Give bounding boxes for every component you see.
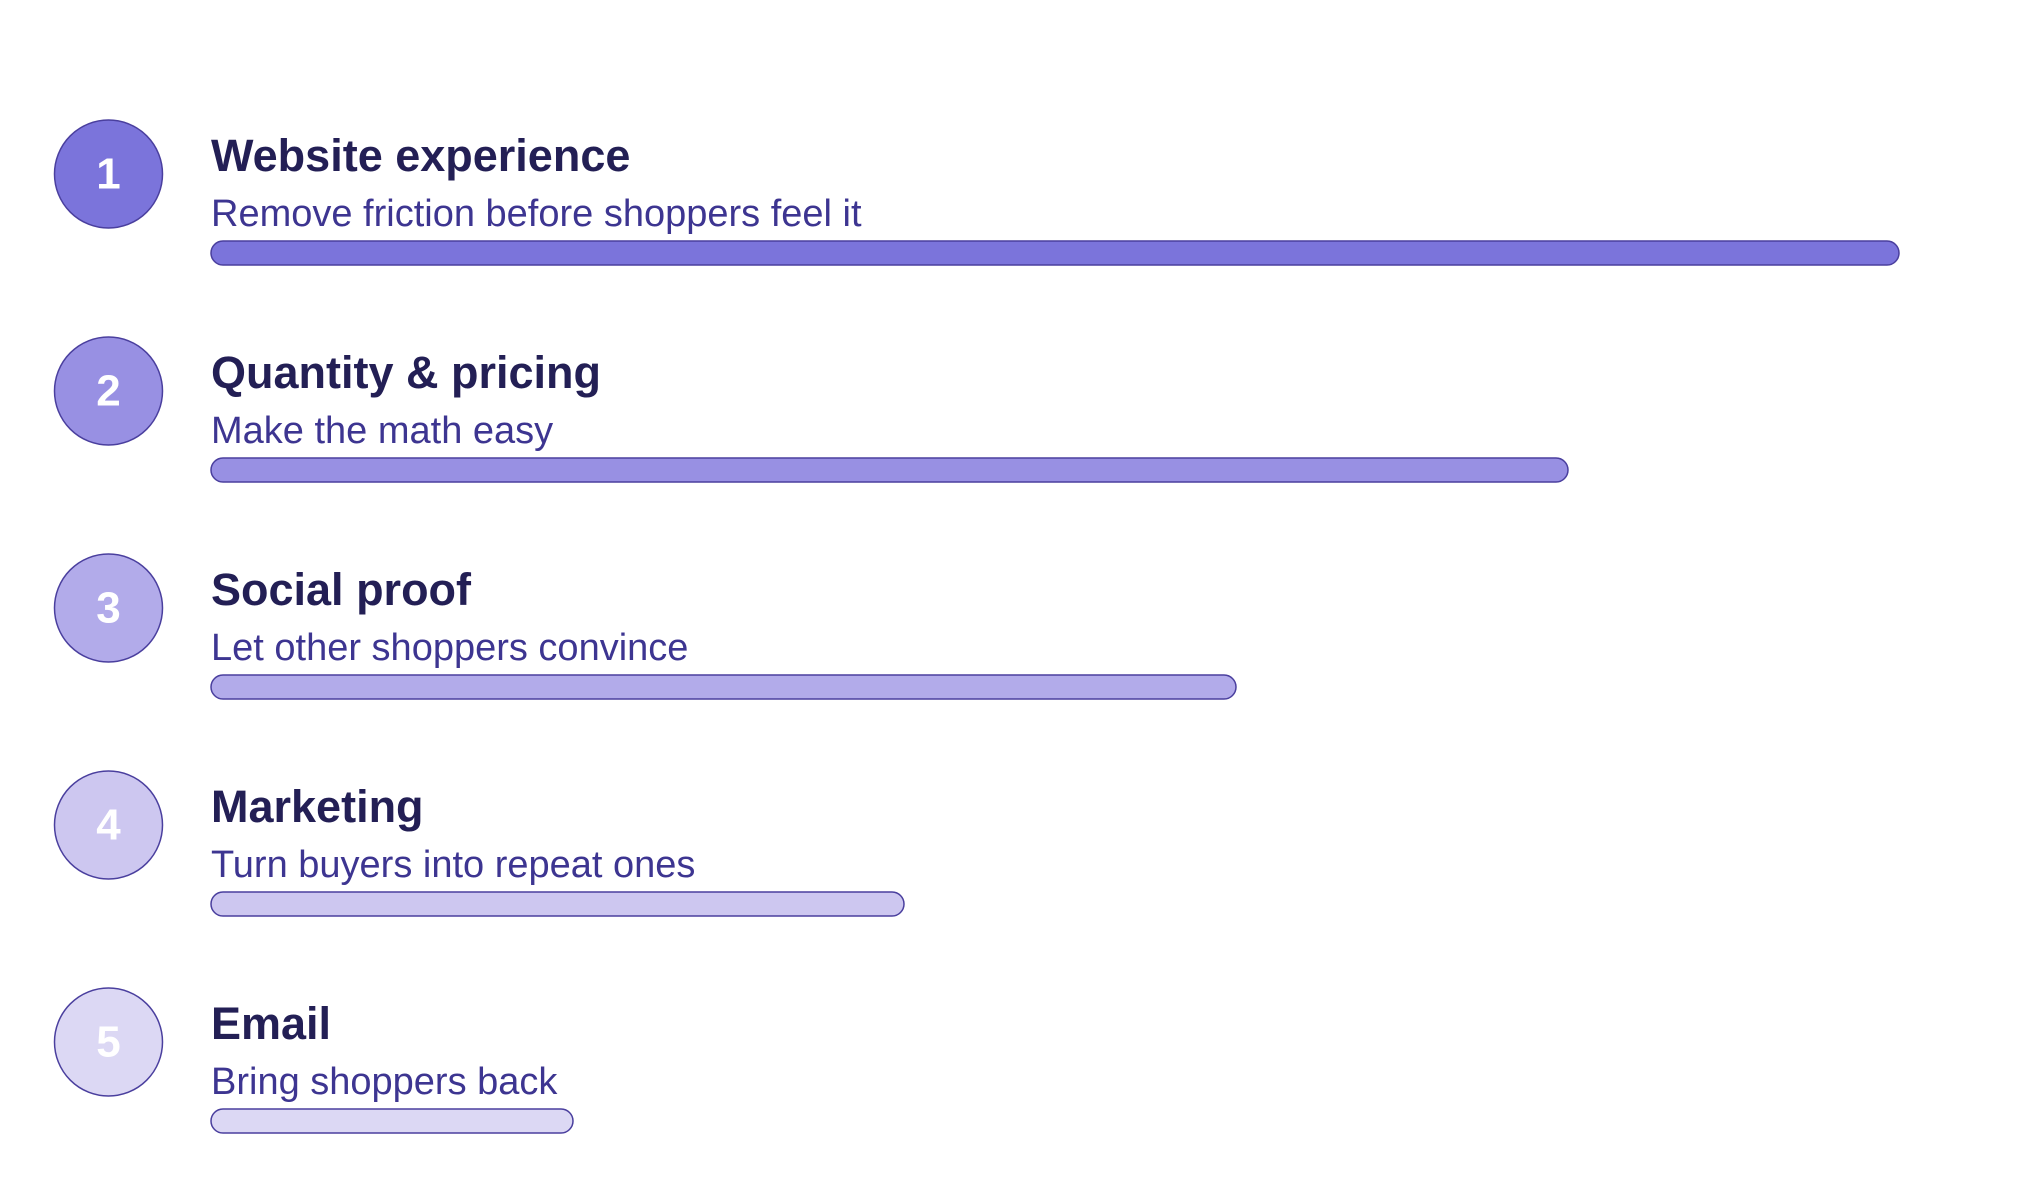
rank-badge — [53, 336, 164, 446]
rank-badge — [53, 987, 164, 1097]
rank-number: 4 — [96, 801, 121, 850]
list-item: 4 Marketing Turn buyers into repeat ones — [53, 770, 905, 917]
list-item: 5 Email Bring shoppers back — [53, 987, 574, 1134]
rank-badge — [53, 553, 164, 663]
priority-bar — [210, 1108, 574, 1134]
rank-badge — [53, 770, 164, 880]
rank-number: 1 — [96, 150, 120, 199]
rank-number: 3 — [96, 584, 120, 633]
rank-number: 2 — [96, 367, 120, 416]
item-title: Email — [211, 998, 331, 1049]
item-subtitle: Bring shoppers back — [211, 1061, 558, 1103]
priority-bar — [210, 240, 1900, 266]
rank-badge — [53, 119, 164, 229]
item-title: Website experience — [211, 130, 630, 181]
item-subtitle: Turn buyers into repeat ones — [211, 844, 695, 886]
item-subtitle: Let other shoppers convince — [211, 627, 688, 669]
list-item: 2 Quantity & pricing Make the math easy — [53, 336, 1569, 483]
list-item: 1 Website experience Remove friction befor… — [53, 119, 1900, 266]
priority-bar — [210, 674, 1237, 700]
priority-bar — [210, 891, 905, 917]
item-title: Quantity & pricing — [211, 347, 601, 398]
list-item: 3 Social proof Let other shoppers convince — [53, 553, 1237, 700]
item-subtitle: Make the math easy — [211, 410, 553, 452]
item-subtitle: Remove friction before shoppers feel it — [211, 193, 862, 235]
item-title: Social proof — [211, 564, 472, 615]
priority-bar — [210, 457, 1569, 483]
item-title: Marketing — [211, 781, 424, 832]
rank-number: 5 — [96, 1018, 120, 1067]
